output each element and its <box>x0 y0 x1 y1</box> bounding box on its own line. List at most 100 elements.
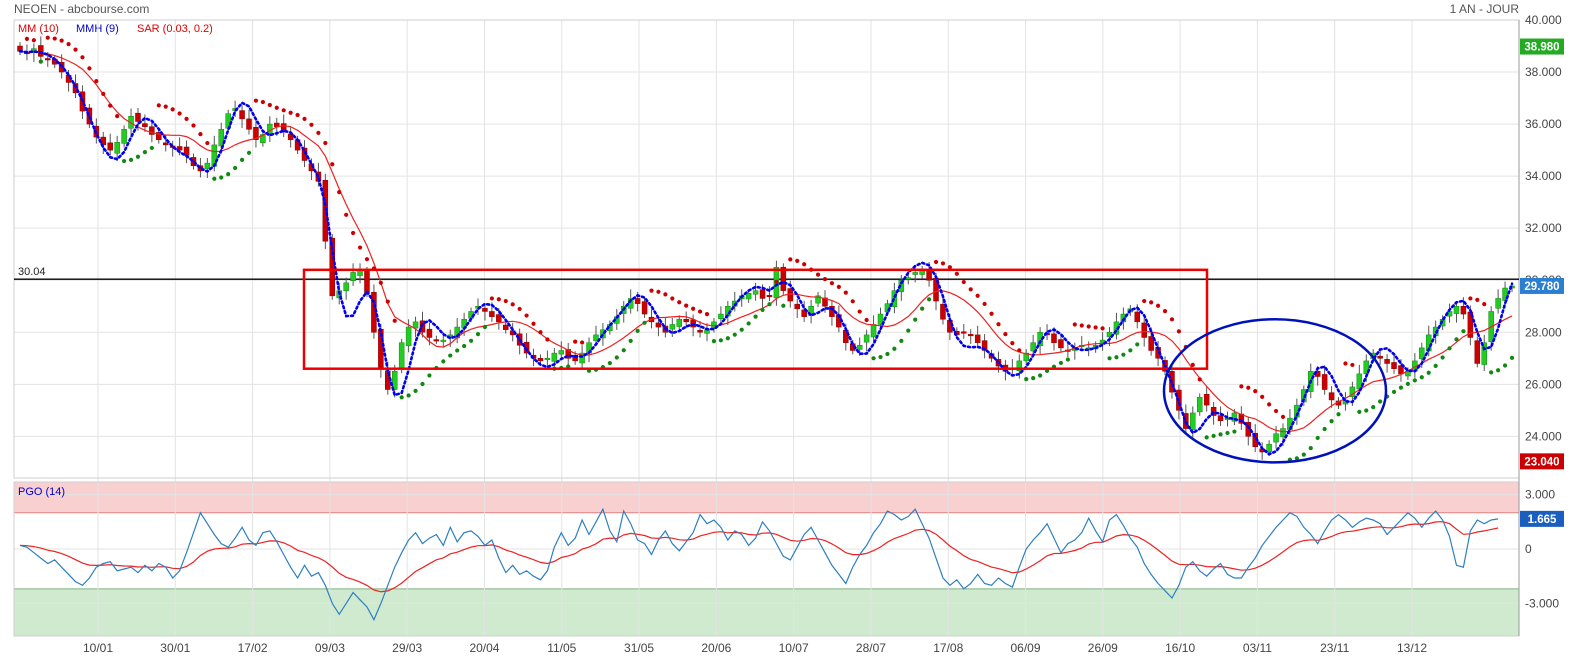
year-low-badge-bg <box>1520 453 1564 470</box>
candle-body <box>1280 428 1286 438</box>
time-axis-tick: 13/12 <box>1397 641 1427 655</box>
candle-body <box>1141 322 1147 338</box>
pgo-last-badge: 1.665 <box>1528 514 1557 526</box>
sar-dot <box>177 111 182 116</box>
candle-body <box>974 334 981 343</box>
sar-dot <box>448 353 453 358</box>
sar-dot <box>614 355 619 360</box>
sar-dot <box>1391 389 1397 394</box>
candle-body <box>1148 336 1154 351</box>
sar-dot <box>906 328 911 333</box>
period-label[interactable]: 1 AN - JOUR <box>1449 2 1519 16</box>
candle-body <box>1453 306 1460 314</box>
time-axis-tick: 23/11 <box>1320 641 1349 655</box>
sar-dot <box>836 284 841 289</box>
sar-dot <box>496 297 501 302</box>
sar-dot <box>239 157 245 163</box>
sar-dot <box>226 172 231 177</box>
candle-body <box>1231 412 1238 422</box>
sar-dot <box>1128 348 1133 353</box>
sar-dot <box>1315 435 1320 441</box>
sar-dot <box>656 289 661 294</box>
legend-mmh: MMH (9) <box>76 23 119 35</box>
sar-dot <box>1440 355 1445 360</box>
candle-body <box>1023 352 1029 362</box>
candle-body <box>870 324 877 338</box>
time-axis-tick: 10/07 <box>779 641 809 655</box>
sar-dot <box>580 340 585 345</box>
sar-dot <box>1502 363 1508 368</box>
sar-dot <box>1426 370 1431 375</box>
sar-dot <box>1190 362 1195 367</box>
sar-dot <box>1371 404 1376 410</box>
candle-body <box>655 322 662 328</box>
candle-body <box>1051 333 1057 343</box>
price-axis-tick: 28.000 <box>1525 325 1562 339</box>
sar-dot <box>815 272 821 277</box>
candle-body <box>440 339 447 342</box>
year-high-badge: 38.980 <box>1524 42 1559 54</box>
sar-dot <box>1176 329 1182 334</box>
time-axis-tick: 29/03 <box>392 641 422 655</box>
sar-dot <box>1038 373 1043 378</box>
sar-dot <box>330 162 335 167</box>
sar-dot <box>947 265 952 270</box>
candle-body <box>149 126 155 135</box>
sar-dot <box>531 321 536 326</box>
sar-dot <box>573 339 578 344</box>
sar-dot <box>38 59 43 64</box>
sar-dot <box>392 318 397 323</box>
sar-dot <box>246 150 252 155</box>
sar-dot <box>468 338 474 343</box>
sar-dot <box>149 145 154 151</box>
candle-body <box>1183 413 1189 429</box>
candle-body <box>641 301 648 315</box>
pgo-line <box>19 507 1499 622</box>
candle-body <box>1266 443 1272 453</box>
sar-dot <box>1343 361 1348 366</box>
price-axis-tick: 36.000 <box>1525 117 1562 131</box>
sar-dot <box>94 78 99 84</box>
sar-dot <box>850 299 855 304</box>
sar-dot <box>1280 414 1286 419</box>
price-panel-border <box>13 19 1520 479</box>
sar-dot <box>517 306 522 312</box>
candle-body <box>1419 347 1425 360</box>
candle-body <box>1349 386 1356 398</box>
time-axis-tick: 31/05 <box>624 641 654 655</box>
candle-body <box>1134 311 1141 323</box>
sar-dot <box>135 154 141 159</box>
sar-dot <box>1218 432 1223 437</box>
candle-body <box>135 112 141 122</box>
sar-dot <box>1079 323 1084 328</box>
sar-dot <box>1419 375 1424 380</box>
sar-dot <box>1260 394 1265 399</box>
sar-dot <box>691 306 696 311</box>
sar-dot <box>621 348 626 353</box>
sar-dot <box>212 176 217 181</box>
sar-dot <box>1482 302 1487 307</box>
sar-dot <box>482 324 488 330</box>
sar-dot <box>184 116 189 121</box>
sar-dot <box>1468 296 1473 301</box>
candle-body <box>856 345 863 350</box>
time-axis-tick: 06/09 <box>1011 641 1041 655</box>
candle-body <box>239 110 245 120</box>
sar-group <box>24 35 1515 462</box>
sar-dot <box>857 309 862 314</box>
sar-dot <box>1267 402 1272 407</box>
sar-dot <box>1114 355 1119 360</box>
sar-dot <box>31 38 36 43</box>
sar-dot <box>219 175 224 180</box>
candle-body <box>544 358 551 361</box>
sar-dot <box>996 322 1001 327</box>
sar-dot <box>684 303 689 308</box>
sar-dot <box>1509 355 1515 360</box>
year-low-badge: 23.040 <box>1524 456 1559 468</box>
sar-dot <box>746 321 751 326</box>
sar-dot <box>1086 324 1091 329</box>
sar-dot <box>337 189 342 195</box>
candle-body <box>45 58 51 61</box>
candles-group <box>17 36 1515 460</box>
